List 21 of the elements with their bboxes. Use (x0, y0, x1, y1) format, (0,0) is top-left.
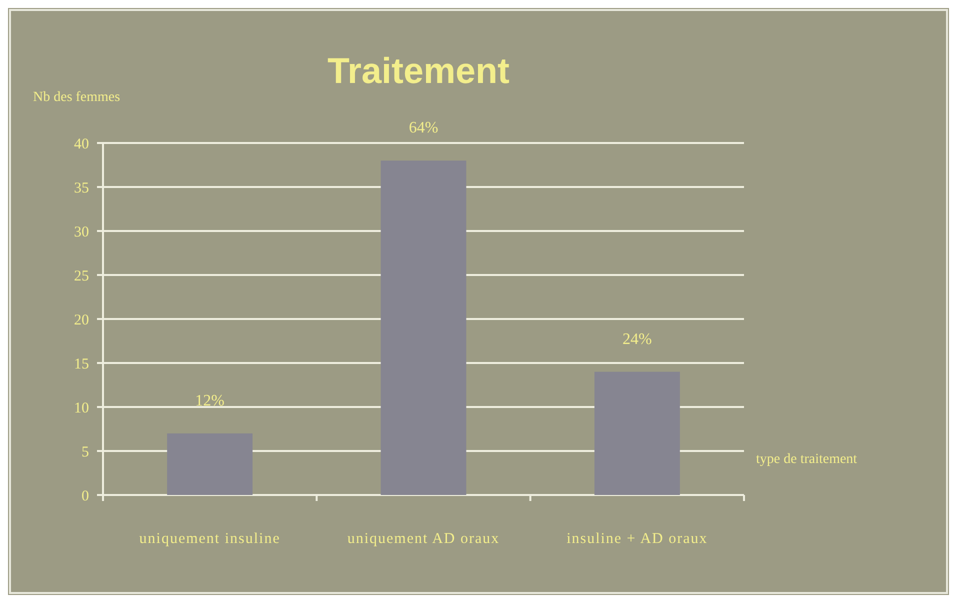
x-axis-title: type de traitement (756, 452, 858, 467)
annotation: 24% (622, 330, 652, 348)
y-tick-label: 10 (74, 400, 89, 416)
x-tick-label: uniquement AD oraux (347, 531, 500, 547)
annotation: 12% (195, 392, 224, 410)
y-tick-label: 25 (74, 268, 89, 284)
annotation: 64% (408, 120, 438, 137)
y-tick-label: 35 (74, 180, 89, 196)
y-tick-label: 40 (74, 136, 89, 152)
y-axis-title: Nb des femmes (33, 90, 120, 105)
y-tick-label: 20 (74, 312, 89, 328)
y-tick-label: 0 (82, 488, 89, 504)
y-tick-label: 15 (74, 356, 89, 372)
bar (380, 160, 466, 495)
x-tick-label: uniquement insuline (139, 531, 280, 547)
y-tick-label: 30 (74, 224, 89, 240)
x-tick-label: insuline + AD oraux (566, 531, 708, 547)
y-tick-label: 5 (82, 444, 89, 460)
bar (167, 433, 253, 495)
chart-title: Traitement (327, 50, 510, 91)
bar (594, 372, 680, 495)
